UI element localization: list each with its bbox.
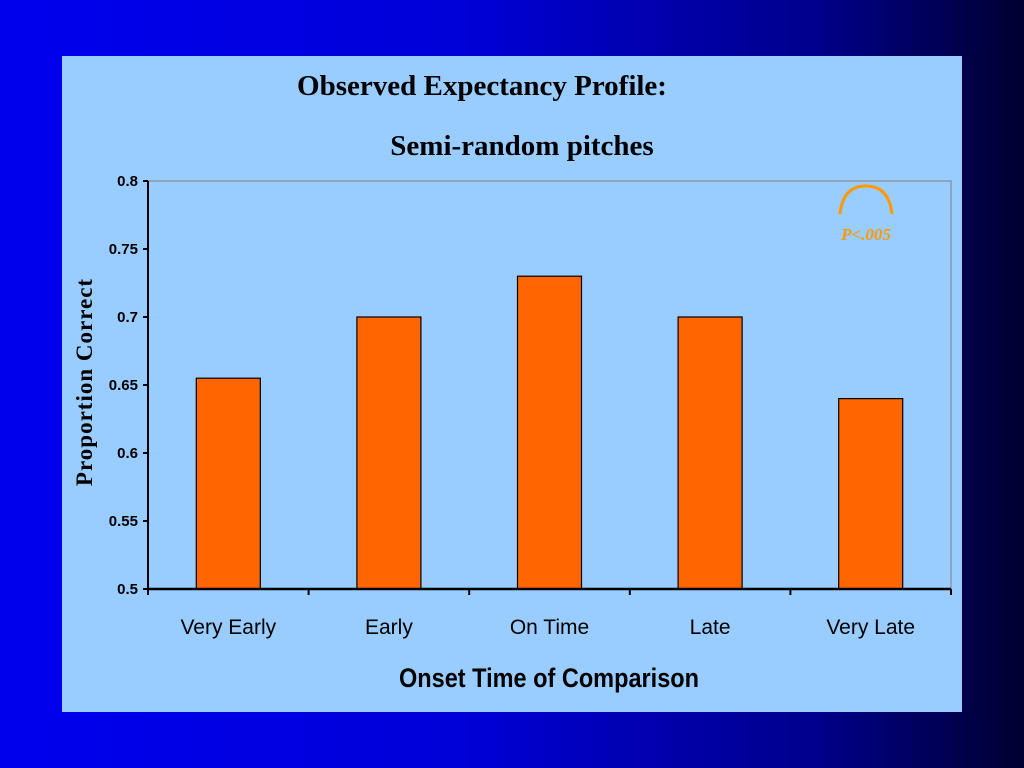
x-tick-label: Late xyxy=(690,616,731,639)
bar xyxy=(677,316,743,590)
significance-arc-icon xyxy=(838,184,894,215)
bar xyxy=(356,316,422,590)
y-tick-label: 0.7 xyxy=(117,309,138,326)
y-axis-title: Proportion Correct xyxy=(72,278,97,486)
bar xyxy=(838,398,904,590)
chart-subtitle: Semi-random pitches xyxy=(390,130,654,162)
significance-annotation: P<.005 xyxy=(840,225,891,244)
bar xyxy=(195,377,261,590)
x-tick-label: Very Early xyxy=(180,616,276,639)
x-tick-label: On Time xyxy=(510,616,589,639)
y-tick-label: 0.75 xyxy=(109,241,138,258)
y-tick-label: 0.6 xyxy=(117,445,138,462)
y-tick-label: 0.65 xyxy=(109,377,138,394)
y-tick-label: 0.55 xyxy=(109,513,138,530)
x-tick-label: Very Late xyxy=(826,616,915,639)
x-tick-label: Early xyxy=(365,616,413,639)
bar xyxy=(516,275,583,590)
slide-title: Observed Expectancy Profile: xyxy=(297,70,667,102)
y-tick-label: 0.5 xyxy=(117,581,138,598)
y-tick-label: 0.8 xyxy=(117,173,138,190)
x-axis-title: Onset Time of Comparison xyxy=(399,663,699,693)
